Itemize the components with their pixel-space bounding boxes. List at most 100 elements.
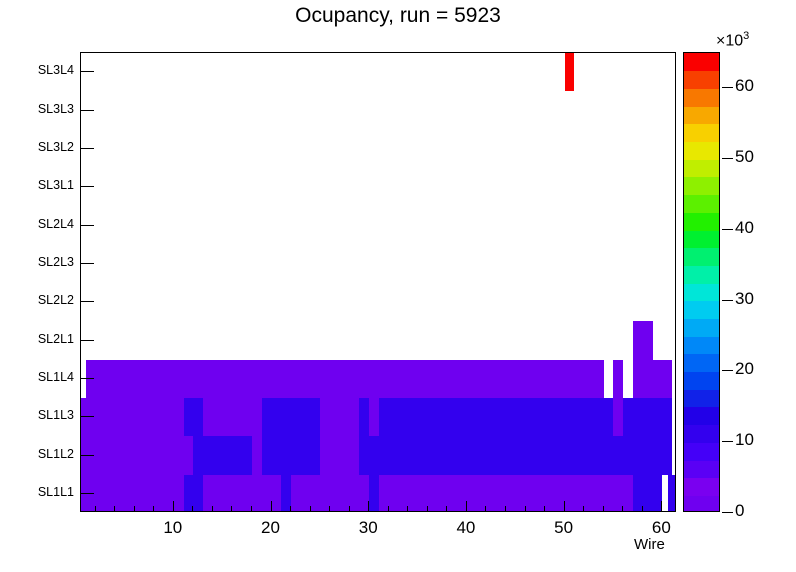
- palette-tick-label: 50: [735, 147, 754, 167]
- palette-tick: [722, 229, 733, 230]
- x-axis-minor-tick: [290, 506, 291, 512]
- x-axis-minor-tick: [622, 506, 623, 512]
- x-axis-tick-label: 10: [163, 518, 183, 537]
- palette-band: [684, 88, 719, 107]
- x-axis-minor-tick: [407, 506, 408, 512]
- palette-band: [684, 389, 719, 408]
- x-axis-minor-tick: [349, 506, 350, 512]
- x-axis-major-tick: [466, 501, 467, 512]
- palette-tick: [722, 512, 733, 513]
- y-axis-label: SL3L4: [37, 63, 74, 78]
- heatmap-cell: [261, 398, 321, 437]
- y-axis-label: SL1L1: [37, 484, 74, 499]
- palette-band: [684, 300, 719, 319]
- palette-band: [684, 229, 719, 249]
- y-axis-tick: [80, 378, 94, 379]
- palette-tick-label: 10: [735, 430, 754, 450]
- palette-band: [684, 406, 719, 426]
- heatmap-cell: [81, 436, 194, 475]
- heatmap-cell: [623, 398, 673, 437]
- y-axis-tick: [80, 225, 94, 226]
- palette-band: [684, 265, 719, 284]
- palette-band: [684, 459, 719, 479]
- y-axis-tick: [80, 110, 94, 111]
- heatmap-cell: [359, 398, 370, 437]
- x-axis-minor-tick: [212, 506, 213, 512]
- palette-band: [684, 194, 719, 213]
- x-axis-major-tick: [661, 501, 662, 512]
- y-axis-tick: [80, 263, 94, 264]
- heatmap-cell: [281, 474, 292, 511]
- y-axis-tick: [80, 455, 94, 456]
- x-axis-minor-tick: [251, 506, 252, 512]
- x-axis-major-tick: [271, 501, 272, 512]
- x-axis-minor-tick: [192, 506, 193, 512]
- palette-band: [684, 495, 719, 511]
- palette-tick: [722, 158, 733, 159]
- heatmap-cell: [203, 474, 282, 511]
- heatmap-cell: [251, 436, 262, 475]
- palette-band: [684, 442, 719, 461]
- x-axis-minor-tick: [388, 506, 389, 512]
- y-axis-label: SL1L3: [37, 408, 74, 423]
- x-axis-minor-tick: [153, 506, 154, 512]
- x-axis-minor-tick: [231, 506, 232, 512]
- palette-band: [684, 318, 719, 337]
- palette-band: [684, 212, 719, 231]
- palette-band: [684, 424, 719, 443]
- heatmap-cell: [81, 474, 184, 511]
- heatmap-cell: [379, 474, 634, 511]
- palette-band: [684, 371, 719, 390]
- y-axis-tick: [80, 416, 94, 417]
- y-axis-label: SL3L3: [37, 101, 74, 116]
- y-axis-label: SL1L4: [37, 369, 74, 384]
- heatmap-cell: [564, 53, 575, 92]
- heatmap-cell: [613, 398, 624, 437]
- x-axis-minor-tick: [427, 506, 428, 512]
- y-axis-label: SL2L1: [37, 331, 74, 346]
- heatmap-cell: [261, 436, 321, 475]
- heatmap-cell: [379, 398, 614, 437]
- y-axis-tick: [80, 340, 94, 341]
- x-axis-tick-label: 40: [456, 518, 476, 537]
- x-axis-major-tick: [564, 501, 565, 512]
- x-axis-minor-tick: [525, 506, 526, 512]
- palette-band: [684, 283, 719, 302]
- y-axis-label: SL2L3: [37, 254, 74, 269]
- x-axis-minor-tick: [583, 506, 584, 512]
- x-axis-tick-label: 50: [554, 518, 574, 537]
- y-axis-tick: [80, 301, 94, 302]
- y-axis-tick: [80, 71, 94, 72]
- palette-band: [684, 176, 719, 196]
- page-title: Ocupancy, run = 5923: [295, 4, 501, 27]
- y-axis-tick: [80, 493, 94, 494]
- heatmap-cell: [642, 321, 653, 360]
- y-axis-label: SL3L2: [37, 139, 74, 154]
- palette-tick-label: 40: [735, 217, 754, 237]
- x-axis-minor-tick: [114, 506, 115, 512]
- heatmap-cell: [193, 436, 252, 475]
- x-axis-tick-label: 60: [651, 518, 671, 537]
- palette-band: [684, 70, 719, 89]
- palette-tick-label: 20: [735, 359, 754, 379]
- palette-band: [684, 141, 719, 160]
- x-axis-tick-label: 20: [261, 518, 280, 537]
- x-axis-tick-label: 30: [358, 518, 378, 537]
- x-axis-minor-tick: [310, 506, 311, 512]
- heatmap-cell: [85, 359, 604, 398]
- heatmap-cell: [81, 398, 184, 437]
- palette-tick-label: 60: [735, 76, 754, 96]
- palette-band: [684, 247, 719, 266]
- color-palette: [683, 52, 720, 512]
- y-axis-tick: [80, 148, 94, 149]
- x-axis-minor-tick: [642, 506, 643, 512]
- x-axis-minor-tick: [485, 506, 486, 512]
- palette-band: [684, 159, 719, 178]
- heatmap-cell: [183, 398, 204, 437]
- y-axis-label: SL2L4: [37, 216, 74, 231]
- heatmap-cell: [183, 474, 204, 511]
- x-axis-minor-tick: [134, 506, 135, 512]
- palette-band: [684, 106, 719, 125]
- palette-tick: [722, 370, 733, 371]
